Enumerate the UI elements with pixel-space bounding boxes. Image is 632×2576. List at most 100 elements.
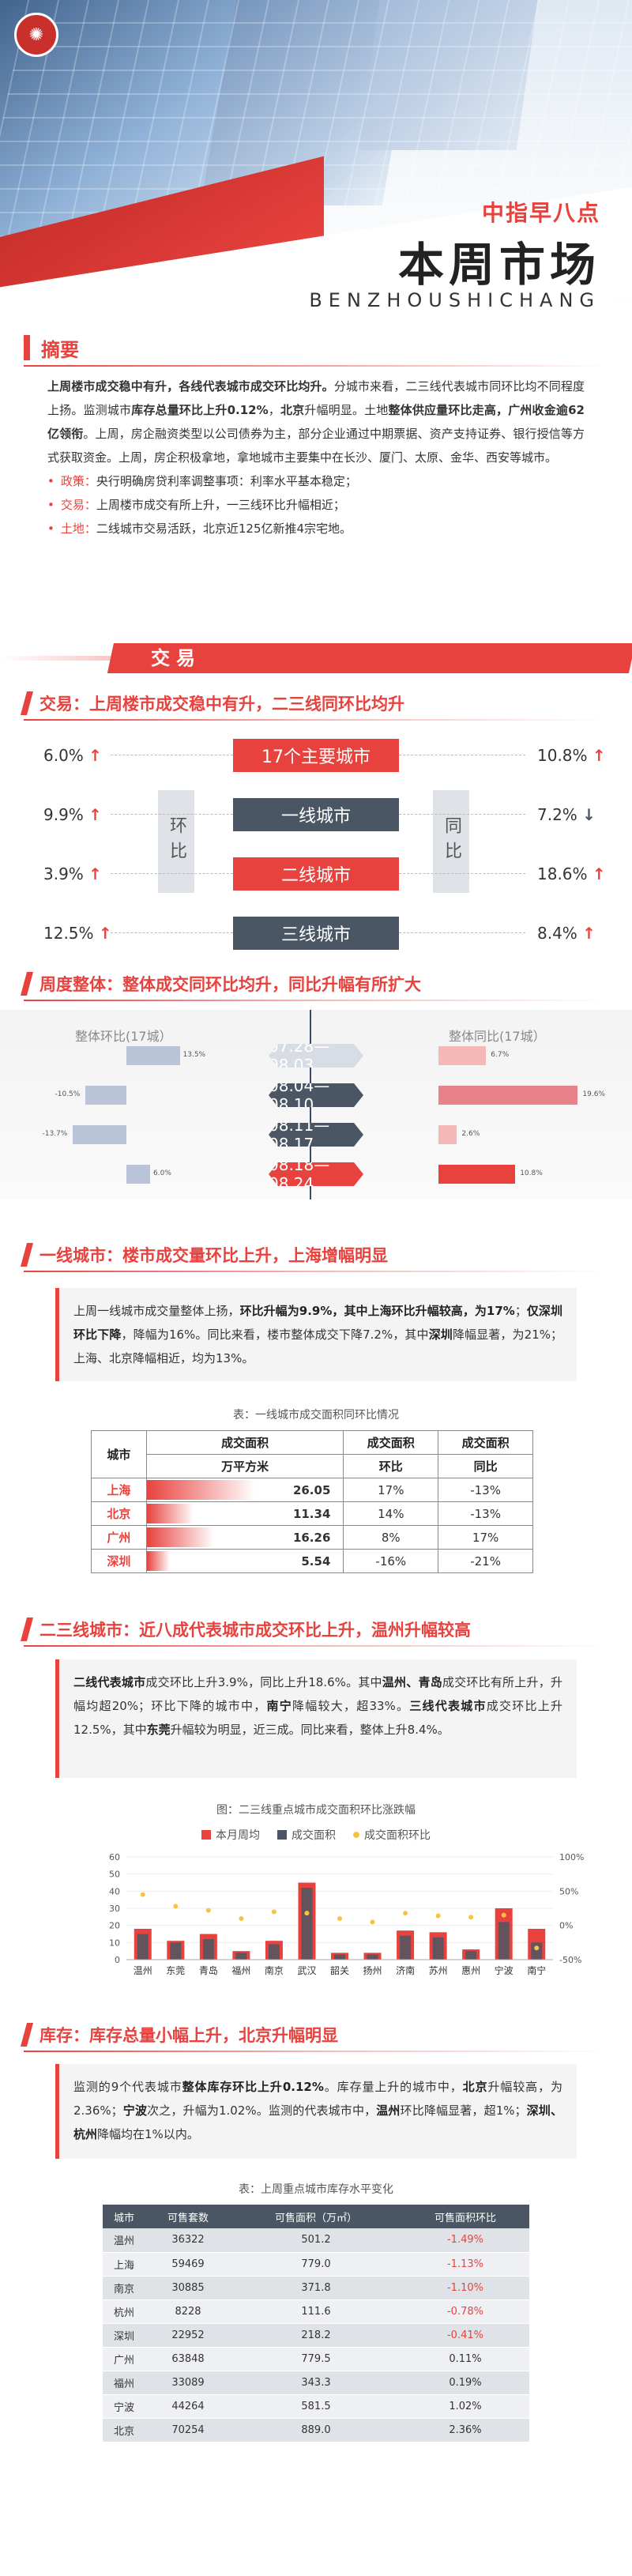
bullet-land: • 土地： 二线城市交易活跃，北京近125亿新推4宗宅地。 <box>47 522 352 536</box>
text-run: 升幅较为明显，近三成。同比来看，整体上升8.4%。 <box>170 1723 450 1737</box>
mom-label: -13.7% <box>42 1130 68 1138</box>
point-series-2 <box>403 1911 408 1916</box>
bar-series-1 <box>137 1934 149 1960</box>
units-cell: 63848 <box>145 2347 231 2371</box>
point-series-2 <box>370 1919 375 1925</box>
week-tag: 08.11—08.17 <box>269 1123 363 1147</box>
city-cell: 深圳 <box>91 1549 147 1573</box>
point-series-2 <box>534 1945 540 1951</box>
bar-series-1 <box>531 1942 543 1960</box>
bullet-policy: • 政策： 央行明确房贷利率调整事项：利率水平基本稳定； <box>47 474 357 488</box>
yoy-cell: -21% <box>438 1549 533 1573</box>
mom-cell: 17% <box>343 1478 439 1502</box>
inventory-table: 城市 可售套数 可售面积（万㎡） 可售面积环比 温州 36322 501.2 -1.4… <box>103 2205 529 2442</box>
x-tick-label: 惠州 <box>461 1965 480 1976</box>
table-row: 深圳 22952 218.2 -0.41% <box>103 2323 529 2348</box>
table-row: 福州 33089 343.3 0.19% <box>103 2371 529 2395</box>
text-run: 升幅较高，为2.36%； <box>73 2080 562 2118</box>
units-cell: 30885 <box>145 2276 231 2300</box>
text-run: 次之，升幅为1.02%。监测的代表城市中， <box>147 2103 377 2118</box>
y-tick-left: 50 <box>109 1870 120 1880</box>
table-row: 宁波 44264 581.5 1.02% <box>103 2394 529 2419</box>
text-run: 降幅较大，超33%。 <box>292 1699 410 1713</box>
weekly-chart: 整体环比(17城） 整体同比(17城） 13.5% 07.28—08.03 6.7%… <box>0 1010 632 1199</box>
mom-bar <box>126 1165 150 1184</box>
trade-row: 9.9% ↑ 一线城市 7.2% ↓ <box>0 798 632 838</box>
text-run: 二线代表城市 <box>73 1675 146 1689</box>
point-series-2 <box>173 1904 179 1909</box>
weekly-right-title: 整体同比(17城） <box>449 1029 546 1044</box>
y-tick-left: 40 <box>109 1886 120 1896</box>
yoy-label: 10.8% <box>520 1169 543 1177</box>
bar-series-1 <box>202 1939 214 1960</box>
text-run: 。库存量上升的城市中， <box>323 2080 463 2094</box>
y-tick-left: 10 <box>109 1938 120 1948</box>
table-row: 深圳 5.54 -16% -21% <box>91 1549 533 1573</box>
text-run: 库存总量环比上升0.12% <box>131 403 269 417</box>
hero-header: ✺ 中指早八点 本周市场 BENZHOUSHICHANG <box>0 0 632 312</box>
units-cell: 44264 <box>145 2394 231 2419</box>
text-run: 成交环比有所上升，升幅均超20%；环比下降的城市中， <box>73 1675 562 1713</box>
area-cell: 581.5 <box>231 2394 401 2419</box>
units-cell: 70254 <box>145 2418 231 2442</box>
x-tick-label: 扬州 <box>363 1964 382 1976</box>
y-tick-right: -50% <box>559 1955 581 1965</box>
mom-label: 13.5% <box>182 1051 206 1059</box>
mom-cell: -1.10% <box>401 2276 529 2300</box>
bar-series-1 <box>268 1944 280 1960</box>
table-row: 北京 11.34 14% -13% <box>91 1501 533 1526</box>
up-arrow-icon: ↑ <box>88 746 102 765</box>
mom-value: 3.9% ↑ <box>43 864 102 883</box>
city-cell: 宁波 <box>103 2394 146 2419</box>
trade-row: 6.0% ↑ 17个主要城市 10.8% ↑ <box>0 739 632 778</box>
text-run: 整体供应量环比走高，广州收金逾62亿领衔 <box>47 403 585 441</box>
yoy-value: 10.8% ↑ <box>537 746 606 765</box>
text-run: 仅深圳环比下降 <box>73 1304 562 1342</box>
mom-cell: 0.11% <box>401 2347 529 2371</box>
yoy-label: 6.7% <box>491 1051 510 1059</box>
y-tick-left: 0 <box>115 1955 120 1965</box>
area-cell: 501.2 <box>231 2228 401 2253</box>
mom-bar <box>72 1125 126 1144</box>
area-cell: 16.26 <box>145 1525 344 1550</box>
bullet-trade: • 交易： 上周楼市成交有所上升，一三线环比升幅相近； <box>47 498 345 512</box>
text-run: 深圳、杭州 <box>73 2103 562 2141</box>
area-cell: 889.0 <box>231 2418 401 2442</box>
bar-series-1 <box>465 1951 477 1960</box>
col-mom-top: 成交面积 <box>343 1430 439 1455</box>
area-cell: 371.8 <box>231 2276 401 2300</box>
y-tick-right: 0% <box>559 1921 573 1931</box>
x-tick-label: 温州 <box>134 1965 152 1976</box>
x-tick-label: 宁波 <box>495 1964 514 1976</box>
city-cell: 上海 <box>91 1478 147 1502</box>
x-tick-label: 青岛 <box>199 1964 218 1976</box>
up-arrow-icon: ↑ <box>592 864 606 883</box>
col-area-unit: 万平方米 <box>145 1454 344 1478</box>
units-cell: 22952 <box>145 2323 231 2348</box>
text-run: 降幅显著，为21%；上海、北京降幅相近，均为13%。 <box>73 1328 562 1365</box>
bar-series-1 <box>400 1935 412 1960</box>
yoy-value: 8.4% ↑ <box>537 924 596 943</box>
text-run: 温州 <box>376 2103 401 2118</box>
area-cell: 779.5 <box>231 2347 401 2371</box>
point-series-2 <box>239 1916 244 1921</box>
text-run: ； <box>514 1304 527 1318</box>
inv-col-mom: 可售面积环比 <box>401 2205 529 2228</box>
bar-series-1 <box>170 1942 182 1960</box>
mom-bar <box>126 1046 180 1065</box>
text-run: ， <box>268 403 280 417</box>
area-cell: 5.54 <box>145 1549 344 1573</box>
inv-col-area: 可售面积（万㎡） <box>231 2205 401 2228</box>
yoy-cell: -13% <box>438 1478 533 1502</box>
col-yoy: 同比 <box>438 1454 533 1478</box>
mom-value: 9.9% ↑ <box>43 805 102 824</box>
up-arrow-icon: ↑ <box>98 924 112 943</box>
city-cell: 福州 <box>103 2371 146 2395</box>
inventory-paragraph: 监测的9个代表城市整体库存环比上升0.12%。库存量上升的城市中，北京升幅较高，… <box>55 2064 577 2159</box>
area-cell: 111.6 <box>231 2299 401 2324</box>
tier-pill: 二线城市 <box>233 857 399 891</box>
mom-cell: -1.49% <box>401 2228 529 2253</box>
units-cell: 59469 <box>145 2252 231 2277</box>
col-city: 城市 <box>91 1430 147 1478</box>
